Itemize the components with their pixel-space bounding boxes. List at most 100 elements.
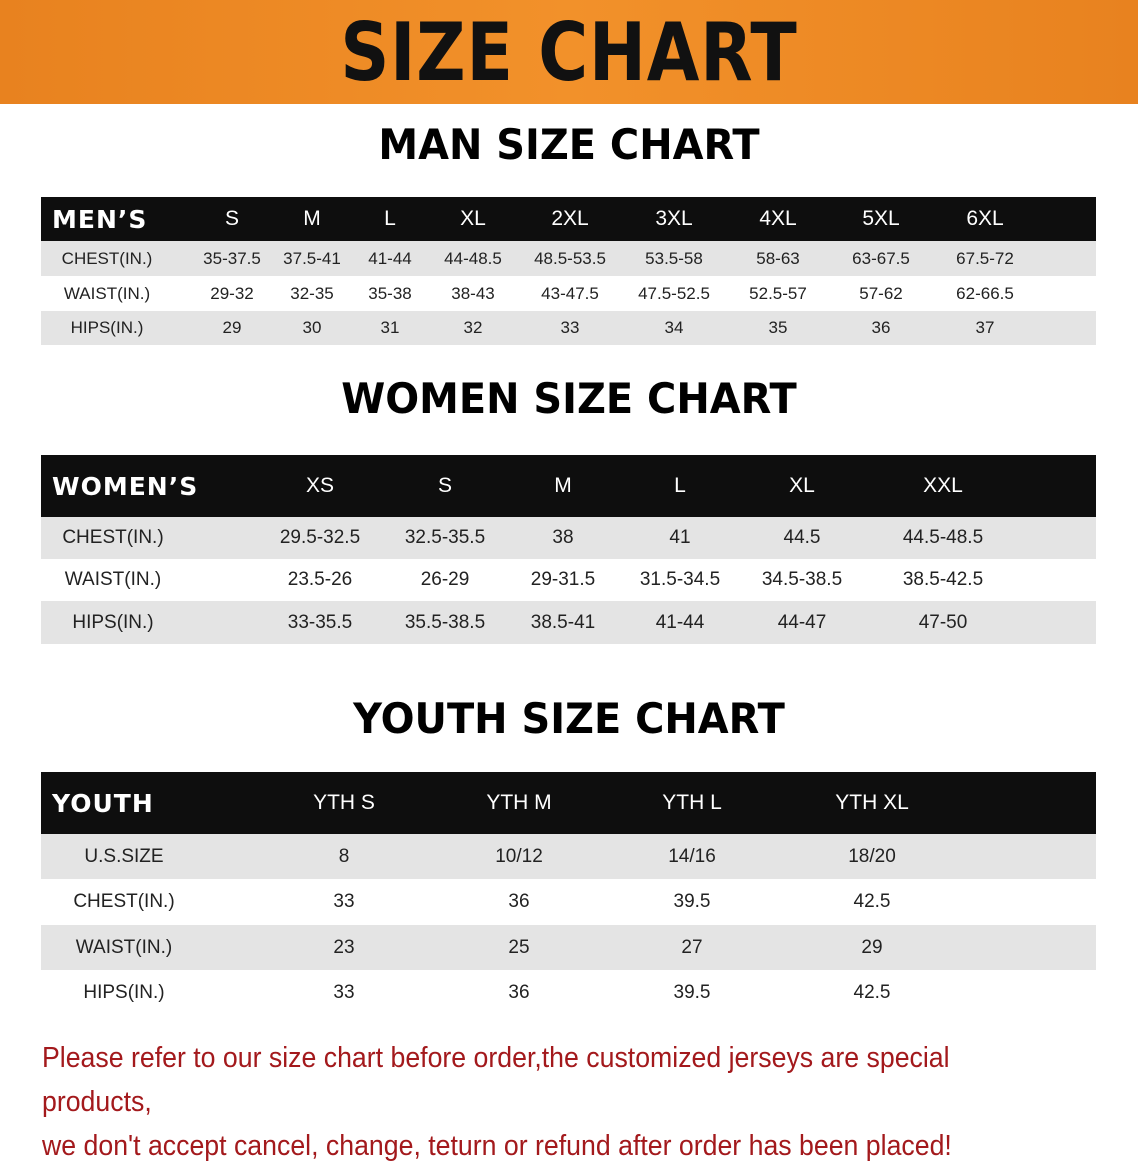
table-header-row: YOUTH YTH S YTH M YTH L YTH XL [41,772,1096,834]
men-section-title: MAN SIZE CHART [378,120,760,169]
size-chart-banner: SIZE CHART [0,0,1138,104]
table-header-row: WOMEN’S XS S M L XL XXL [41,455,1096,517]
size-header: L [384,207,396,230]
measurement-cell: 38 [552,527,574,548]
measurement-cell: 44.5-48.5 [902,527,984,548]
row-label: CHEST(IN.) [61,248,153,268]
table-row: U.S.SIZE 8 10/12 14/16 18/20 [41,834,1096,879]
measurement-cell: 62-66.5 [956,283,1014,303]
measurement-cell: 31.5-34.5 [639,569,721,590]
table-row: HIPS(IN.) 29 30 31 32 33 34 35 36 37 [41,311,1096,345]
youth-section-title: YOUTH SIZE CHART [353,694,785,743]
measurement-cell: 58-63 [756,248,800,268]
measurement-cell: 41 [669,527,691,548]
table-corner-label: WOMEN’S [52,471,199,501]
measurement-cell: 23.5-26 [287,569,353,590]
measurement-cell: 29 [861,936,883,958]
table-row: WAIST(IN.) 23.5-26 26-29 29-31.5 31.5-34.5 34… [41,559,1096,601]
measurement-cell: 52.5-57 [749,283,807,303]
measurement-cell: 43-47.5 [541,283,599,303]
measurement-cell: 29-32 [210,283,254,303]
table-row: CHEST(IN.) 29.5-32.5 32.5-35.5 38 41 44.5 44.5… [41,517,1096,559]
measurement-cell: 14/16 [668,845,716,867]
row-label: HIPS(IN.) [72,611,154,633]
measurement-cell: 44-47 [777,611,827,633]
measurement-cell: 41-44 [655,611,705,633]
women-section-title: WOMEN SIZE CHART [341,374,797,423]
measurement-cell: 32 [463,318,483,337]
table-row: WAIST(IN.) 29-32 32-35 35-38 38-43 43-47.5 47.… [41,276,1096,311]
size-header: L [674,474,686,497]
measurement-cell: 25 [508,936,530,958]
measurement-cell: 44-48.5 [444,248,502,268]
size-header: 4XL [759,207,797,230]
size-header: YTH XL [835,791,909,814]
measurement-cell: 18/20 [848,845,896,867]
measurement-cell: 34 [664,318,684,337]
measurement-cell: 47.5-52.5 [638,283,710,303]
size-header: 2XL [551,207,589,230]
row-label: HIPS(IN.) [83,981,165,1003]
size-header: S [437,474,453,497]
table-row: WAIST(IN.) 23 25 27 29 [41,925,1096,970]
measurement-cell: 42.5 [853,981,891,1003]
table-header-row: MEN’S S M L XL 2XL 3XL 4XL 5XL 6XL [41,197,1096,241]
measurement-cell: 48.5-53.5 [534,248,606,268]
measurement-cell: 38.5-41 [530,611,596,633]
measurement-cell: 36 [871,318,891,337]
measurement-cell: 31 [380,318,400,337]
size-header: 5XL [862,207,900,230]
measurement-cell: 27 [681,936,703,958]
row-label: CHEST(IN.) [73,891,175,912]
measurement-cell: 33 [333,981,355,1003]
measurement-cell: 44.5 [783,527,821,548]
table-row: HIPS(IN.) 33-35.5 35.5-38.5 38.5-41 41-44 44-… [41,601,1096,644]
measurement-cell: 29 [222,318,242,337]
measurement-cell: 32.5-35.5 [404,527,486,548]
measurement-cell: 38-43 [451,283,495,303]
measurement-cell: 35-37.5 [203,248,261,268]
measurement-cell: 36 [508,981,530,1003]
table-row: HIPS(IN.) 33 36 39.5 42.5 [41,970,1096,1015]
measurement-cell: 38.5-42.5 [902,569,984,590]
banner-title: SIZE CHART [340,6,798,99]
size-header: XS [305,474,335,497]
measurement-cell: 29.5-32.5 [279,527,361,548]
measurement-cell: 57-62 [859,283,903,303]
table-corner-label: MEN’S [52,204,148,234]
row-label: CHEST(IN.) [62,527,164,548]
measurement-cell: 37 [975,318,995,337]
measurement-cell: 33 [333,891,355,912]
size-header: 6XL [966,207,1004,230]
row-label: HIPS(IN.) [70,318,144,337]
measurement-cell: 41-44 [368,248,412,268]
measurement-cell: 35 [768,318,788,337]
size-header: XL [460,207,486,230]
size-header: XL [789,474,815,497]
size-header: M [303,207,321,230]
measurement-cell: 33-35.5 [287,611,353,633]
measurement-cell: 34.5-38.5 [761,569,843,590]
measurement-cell: 8 [338,845,350,867]
measurement-cell: 32-35 [290,283,334,303]
measurement-cell: 23 [333,936,355,958]
size-header: XXL [923,474,963,497]
men-size-table: MEN’S S M L XL 2XL 3XL 4XL 5XL 6XL CHEST(IN.) 35-37… [41,197,1096,345]
women-size-table: WOMEN’S XS S M L XL XXL CHEST(IN.) 29.5-32.5 32.5… [41,455,1096,644]
table-row: CHEST(IN.) 33 36 39.5 42.5 [41,879,1096,925]
measurement-cell: 36 [508,891,530,912]
size-header: 3XL [655,207,693,230]
size-header: M [554,474,572,497]
measurement-cell: 37.5-41 [283,248,341,268]
measurement-cell: 29-31.5 [530,569,596,590]
measurement-cell: 35.5-38.5 [404,611,486,633]
table-row: CHEST(IN.) 35-37.5 37.5-41 41-44 44-48.5 48.5… [41,241,1096,276]
table-corner-label: YOUTH [52,788,154,818]
order-notice: Please refer to our size chart before or… [42,1036,1036,1168]
size-header: S [224,207,240,230]
row-label: WAIST(IN.) [63,283,151,303]
measurement-cell: 42.5 [853,891,891,912]
row-label: U.S.SIZE [84,845,164,867]
measurement-cell: 53.5-58 [645,248,703,268]
size-header: YTH M [486,791,552,814]
